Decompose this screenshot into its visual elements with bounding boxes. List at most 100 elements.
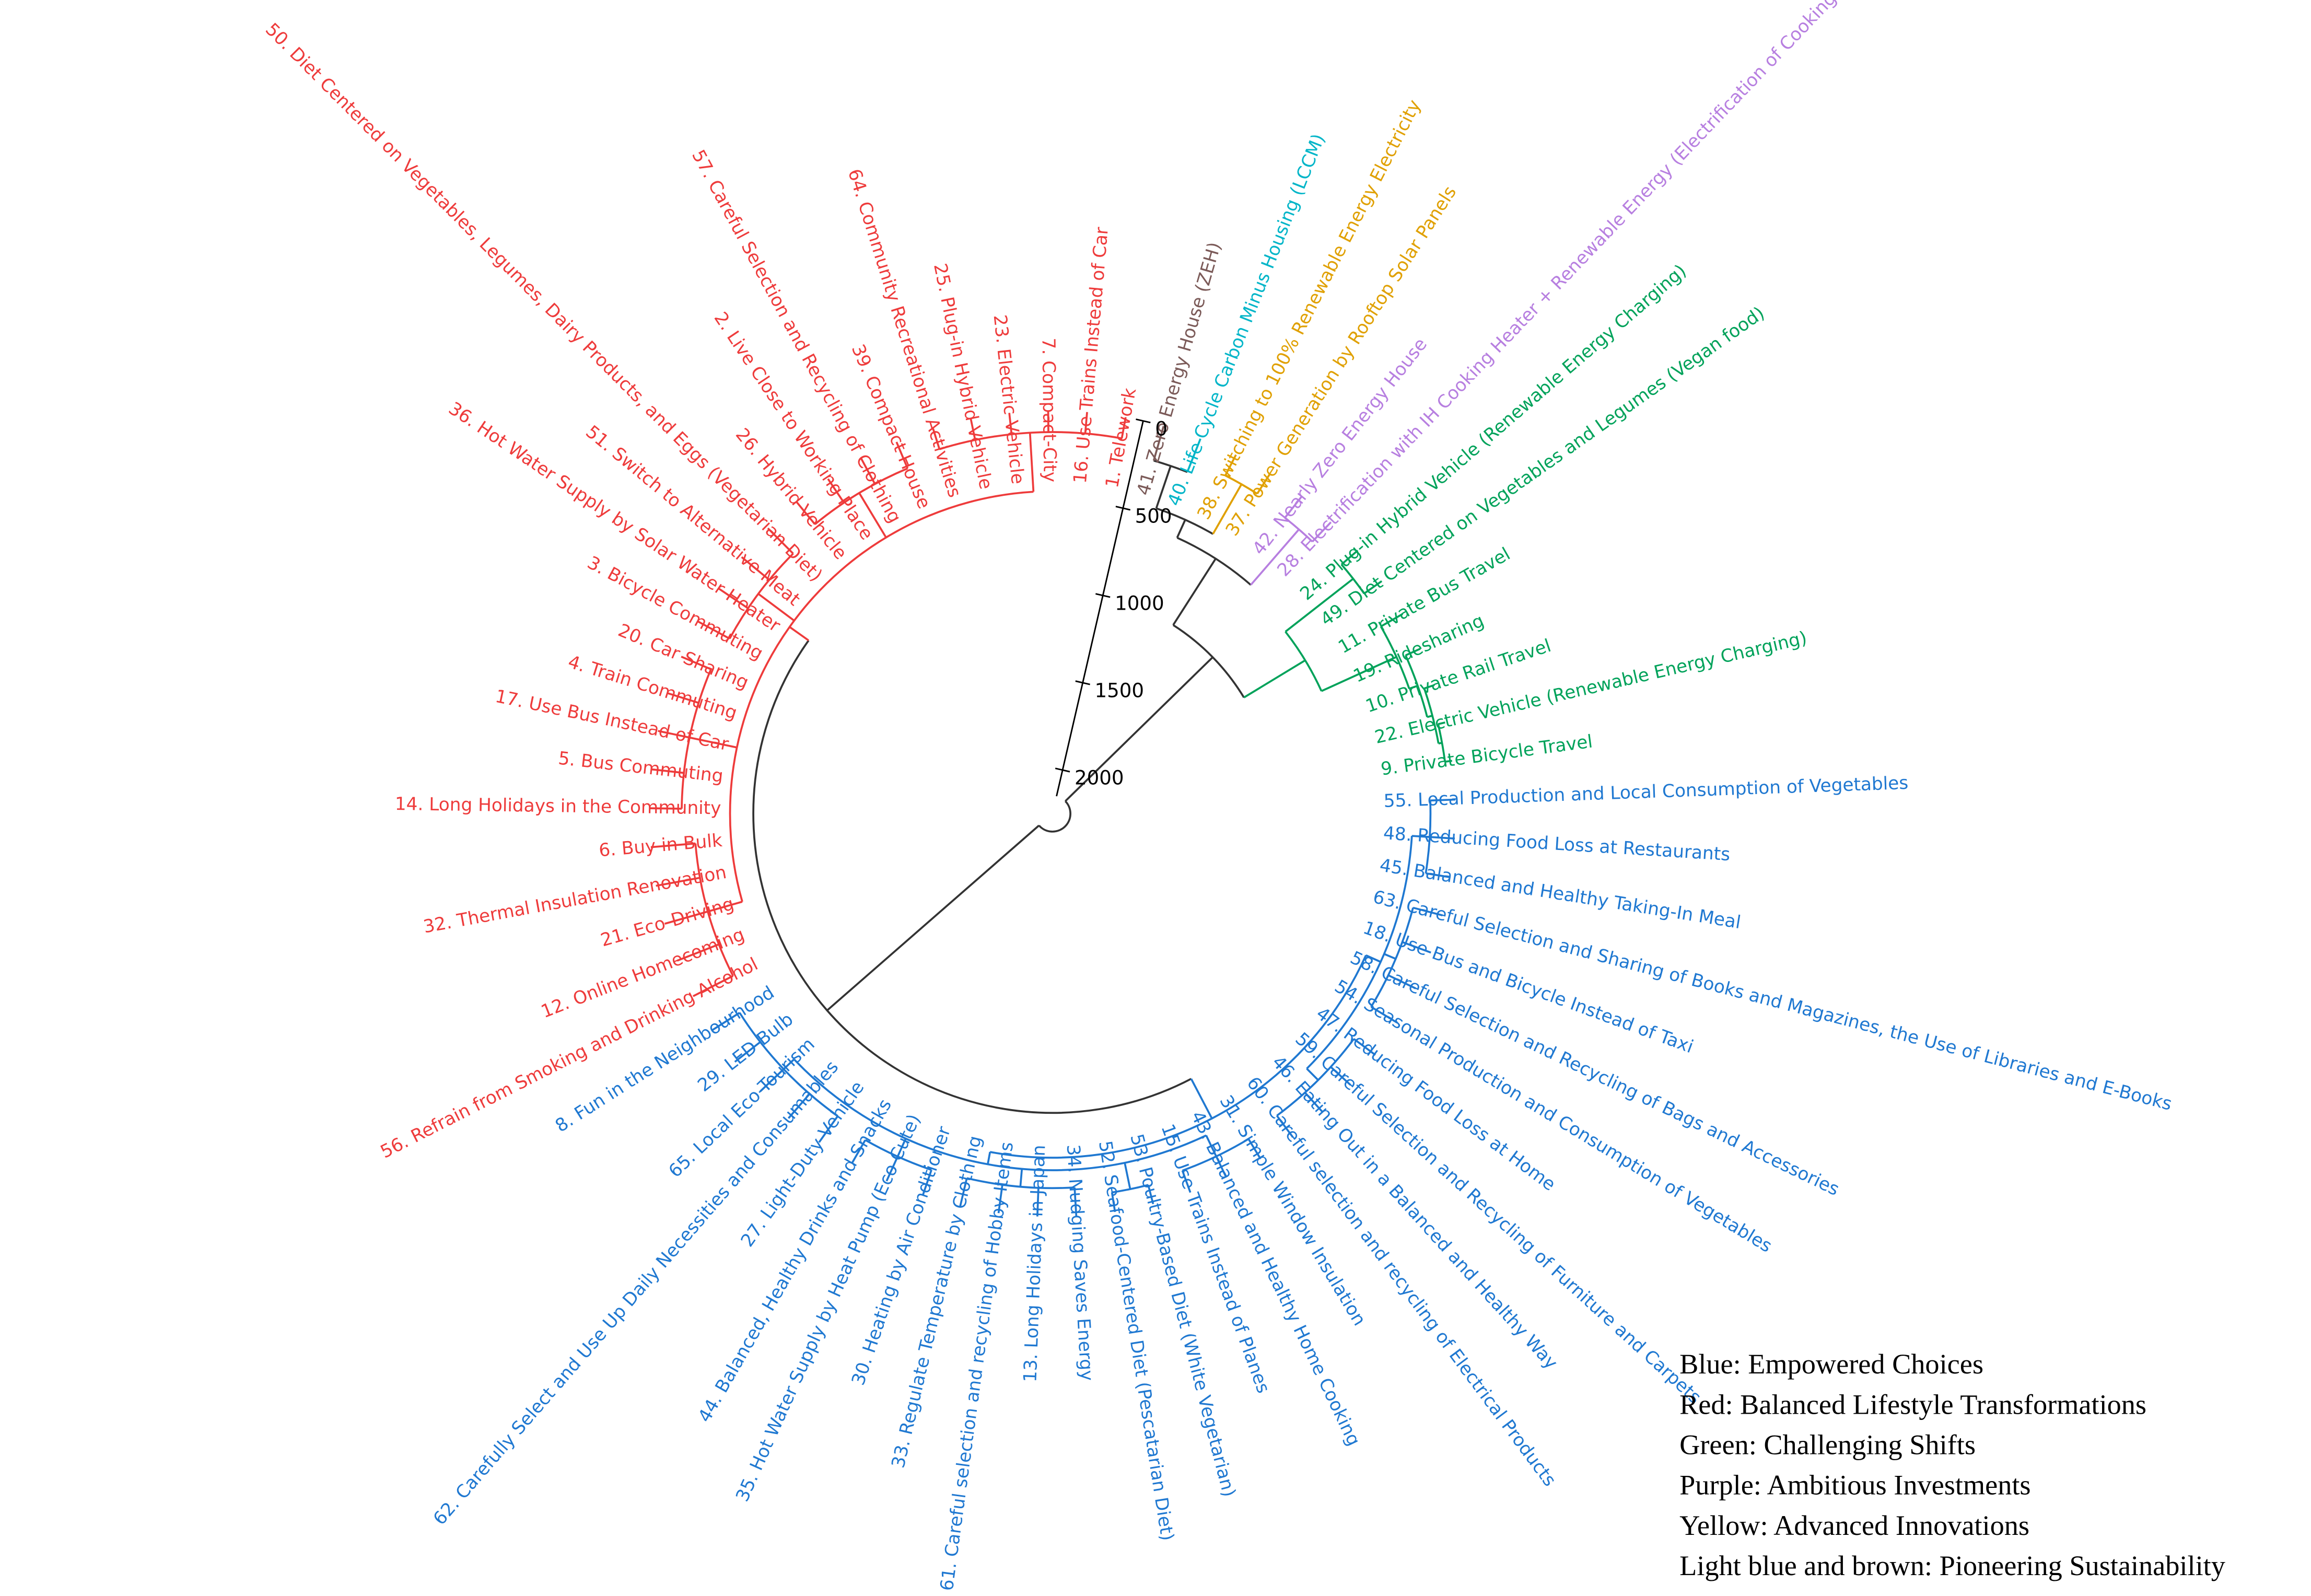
leaf-label: 41. Zero Energy House (ZEH) bbox=[1133, 240, 1225, 498]
merge-arc bbox=[1423, 688, 1440, 744]
branch bbox=[1430, 798, 1456, 802]
branch bbox=[783, 1058, 795, 1070]
axis-tick bbox=[1115, 506, 1131, 511]
merge-arc bbox=[694, 843, 734, 976]
merge-arc bbox=[793, 1058, 1207, 1171]
axis-line bbox=[1056, 421, 1144, 797]
branch bbox=[1413, 906, 1443, 917]
axis-tick-label: 1500 bbox=[1095, 680, 1145, 702]
branch bbox=[1411, 835, 1430, 838]
branch bbox=[826, 824, 1040, 1011]
branch bbox=[789, 626, 809, 642]
merge-arc bbox=[1380, 626, 1410, 689]
leaf-label: 34. Nudging Saves Energy bbox=[1063, 1144, 1098, 1382]
merge-arc bbox=[1112, 1184, 1149, 1194]
branch bbox=[796, 501, 816, 525]
branch bbox=[664, 911, 708, 925]
merge-arc bbox=[729, 491, 1034, 902]
branch bbox=[970, 418, 976, 440]
axis-tick-label: 0 bbox=[1155, 417, 1168, 440]
leaf-label: 28. Electrification with IH Cooking Heat… bbox=[1274, 0, 1846, 581]
branch bbox=[1205, 1135, 1217, 1157]
merge-arc bbox=[739, 1012, 838, 1117]
branch bbox=[1019, 1169, 1023, 1187]
leaf-label: 23. Electric Vehicle bbox=[989, 313, 1028, 485]
merge-arc bbox=[1156, 507, 1213, 535]
branch bbox=[757, 593, 795, 622]
branch bbox=[760, 1068, 785, 1092]
branch bbox=[1387, 974, 1416, 989]
leaf-label: 6. Buy in Bulk bbox=[598, 830, 723, 861]
branch bbox=[1181, 1170, 1192, 1193]
branch bbox=[681, 656, 711, 670]
merge-arc bbox=[1276, 1038, 1355, 1117]
leaf-label: 55. Local Production and Local Consumpti… bbox=[1383, 773, 1909, 812]
axis-tick bbox=[1055, 767, 1070, 773]
branch bbox=[1304, 1092, 1324, 1113]
leaf-label: 14. Long Holidays in the Community bbox=[395, 794, 721, 819]
branch bbox=[1363, 580, 1383, 595]
axis-tick bbox=[1075, 680, 1090, 685]
branch bbox=[1383, 953, 1396, 960]
legend-entry: Blue: Empowered Choices bbox=[1679, 1348, 1983, 1380]
branch bbox=[707, 901, 743, 913]
branch bbox=[741, 556, 770, 581]
legend: Blue: Empowered Choices Red: Balanced Lif… bbox=[1679, 1348, 2225, 1581]
branch bbox=[767, 527, 794, 555]
merge-arc bbox=[681, 669, 712, 809]
merge-arc bbox=[1370, 907, 1414, 1008]
branch bbox=[1190, 1078, 1213, 1119]
branch bbox=[667, 692, 699, 704]
leaf-label: 5. Bus Commuting bbox=[557, 748, 725, 787]
branch bbox=[656, 877, 701, 887]
branch bbox=[1365, 954, 1381, 963]
merge-arc bbox=[1306, 835, 1413, 1069]
merge-arc bbox=[1405, 655, 1428, 717]
branch bbox=[1423, 684, 1435, 690]
branch bbox=[959, 1178, 968, 1207]
leaf-label: 52. Seafood-Centered Diet (Pescatarian D… bbox=[1094, 1139, 1178, 1542]
branch bbox=[1121, 417, 1127, 439]
leaf-label: 16. Use Trains Instead of Car bbox=[1070, 226, 1113, 484]
branch bbox=[1215, 1156, 1228, 1178]
leaf-label: 50. Diet Centered on Vegetables, Legumes… bbox=[261, 19, 826, 586]
merge-arc bbox=[939, 431, 1122, 450]
branch bbox=[689, 736, 738, 749]
branch bbox=[1073, 1187, 1078, 1216]
branch bbox=[1284, 496, 1302, 519]
branch bbox=[921, 1169, 932, 1196]
branch bbox=[860, 458, 876, 485]
axis-tick bbox=[1136, 418, 1151, 424]
merge-arc bbox=[729, 553, 794, 639]
leaf-label: 13. Long Holidays in Japan bbox=[1020, 1145, 1049, 1383]
branch bbox=[1124, 1162, 1131, 1190]
merge-arc bbox=[1172, 624, 1245, 698]
branch bbox=[1147, 1184, 1154, 1205]
branch bbox=[1444, 760, 1452, 763]
legend-entry: Yellow: Advanced Innovations bbox=[1679, 1510, 2029, 1541]
branch bbox=[896, 1138, 907, 1157]
leaf-label: 1. Telework bbox=[1102, 386, 1140, 490]
branch bbox=[711, 1011, 740, 1031]
merge-arc bbox=[1182, 1138, 1250, 1172]
branch bbox=[818, 1115, 839, 1143]
merge-arc bbox=[752, 639, 1192, 1114]
branch bbox=[697, 621, 730, 640]
legend-entry: Light blue and brown: Pioneering Sustain… bbox=[1679, 1550, 2225, 1581]
branch bbox=[1426, 872, 1451, 879]
branch bbox=[1306, 1068, 1319, 1081]
branch bbox=[692, 975, 734, 997]
branch bbox=[1065, 656, 1213, 802]
branch bbox=[858, 492, 887, 538]
branch bbox=[1380, 613, 1404, 627]
branch bbox=[1330, 1066, 1351, 1086]
branch bbox=[734, 1041, 761, 1063]
axis-tick-label: 2000 bbox=[1075, 767, 1124, 789]
branch bbox=[895, 441, 909, 469]
branch bbox=[650, 842, 696, 848]
legend-entry: Red: Balanced Lifestyle Transformations bbox=[1679, 1389, 2146, 1420]
branch bbox=[676, 943, 719, 962]
branch bbox=[1172, 558, 1217, 626]
legend-entry: Purple: Ambitious Investments bbox=[1679, 1470, 2030, 1501]
